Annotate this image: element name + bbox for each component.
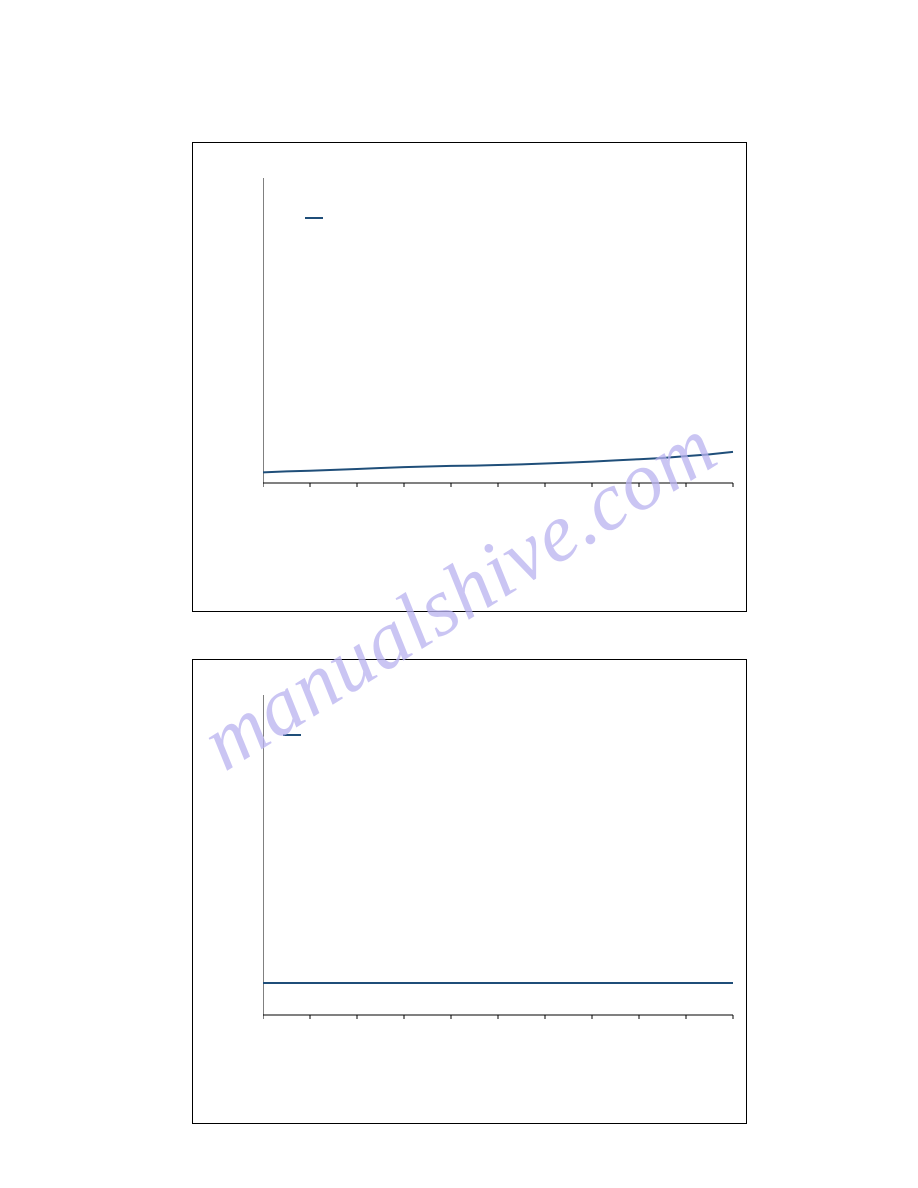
chart-top-svg <box>263 178 739 489</box>
chart-top-container <box>192 142 747 612</box>
chart-bottom-svg <box>263 695 739 1021</box>
chart-bottom-plot <box>263 695 733 1015</box>
chart-top-legend-swatch <box>305 217 323 219</box>
chart-bottom-container <box>192 659 747 1124</box>
chart-top-plot <box>263 178 733 483</box>
chart-bottom-legend-swatch <box>283 734 301 736</box>
